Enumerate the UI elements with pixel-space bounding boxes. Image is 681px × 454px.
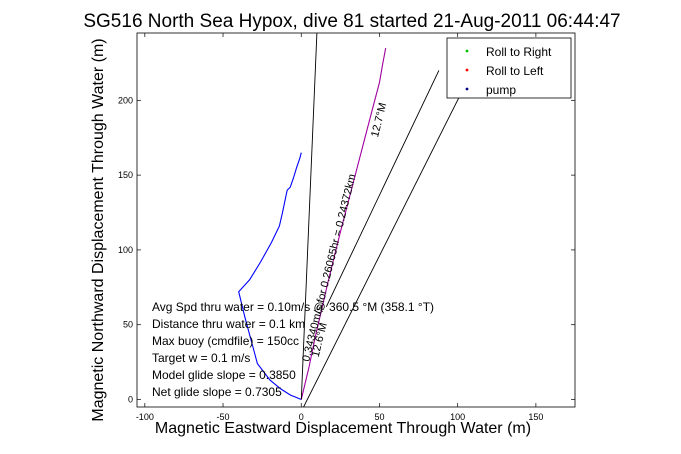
y-tick-label: 200 — [118, 95, 133, 105]
y-axis-label: Magnetic Northward Displacement Through … — [90, 38, 107, 421]
y-tick-label: 150 — [118, 170, 133, 180]
x-tick-label: -50 — [217, 412, 230, 422]
stats-annotation: Net glide slope = 0.7305 — [152, 385, 282, 399]
stats-annotation: Distance thru water = 0.1 km — [152, 317, 305, 331]
x-tick-label: 0 — [299, 412, 304, 422]
x-axis-label: Magnetic Eastward Displacement Through W… — [155, 420, 531, 437]
legend-marker — [465, 49, 469, 53]
stats-annotation: Avg Spd thru water = 0.10m/s @ 360.5 °M … — [152, 300, 434, 314]
y-tick-label: 100 — [118, 245, 133, 255]
stats-annotation: Target w = 0.1 m/s — [152, 351, 250, 365]
legend-marker — [465, 68, 469, 72]
stats-annotation: Max buoy (cmdfile) = 150cc — [152, 334, 299, 348]
series-line-line — [303, 68, 474, 407]
series-line-line — [300, 33, 318, 400]
legend-label: Roll to Right — [486, 45, 552, 59]
series-line-line — [325, 70, 440, 307]
chart-title: SG516 North Sea Hypox, dive 81 started 2… — [83, 11, 620, 32]
legend-label: Roll to Left — [486, 64, 544, 78]
x-tick-label: 50 — [374, 412, 384, 422]
legend-marker — [465, 87, 469, 91]
x-tick-label: 150 — [528, 412, 543, 422]
x-tick-label: 100 — [450, 412, 465, 422]
series-line-track — [238, 152, 302, 401]
y-tick-label: 0 — [128, 395, 133, 405]
legend-label: pump — [486, 83, 516, 97]
y-tick-label: 50 — [123, 320, 133, 330]
stats-annotation: Model glide slope = 0.3850 — [152, 368, 296, 382]
data-layer — [238, 33, 474, 407]
series-line-track — [300, 47, 387, 400]
x-tick-label: -100 — [136, 412, 154, 422]
